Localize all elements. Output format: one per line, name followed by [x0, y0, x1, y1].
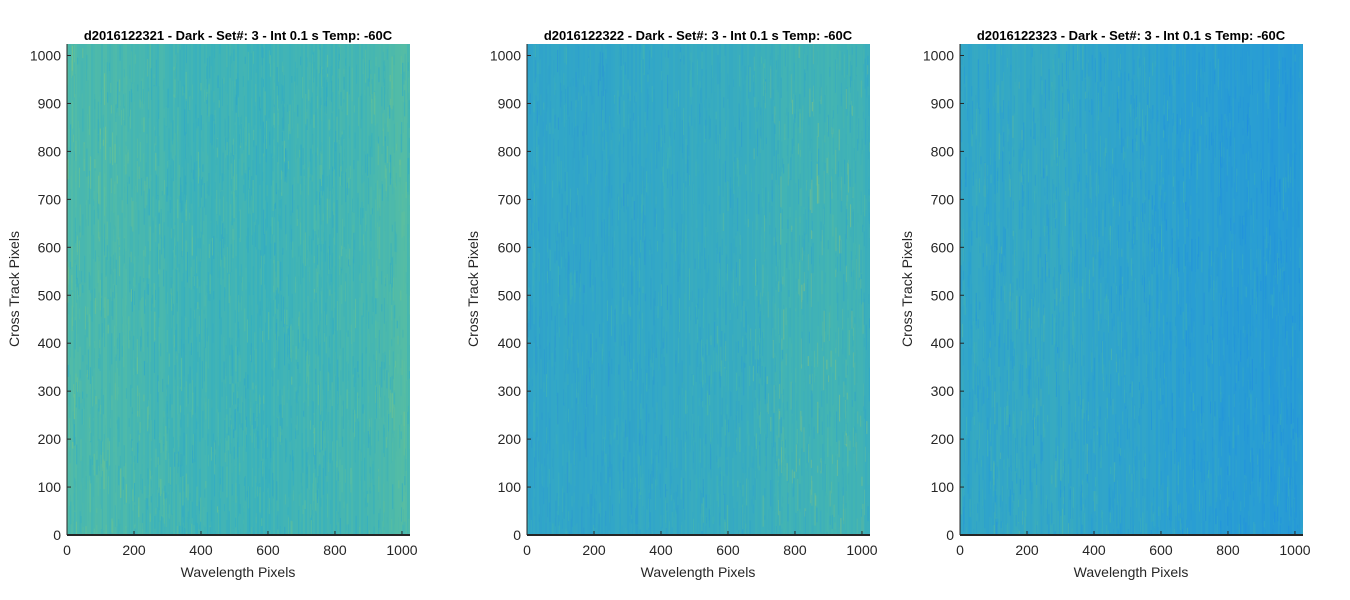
panel-2-x-axis-label: Wavelength Pixels	[641, 564, 756, 580]
y-tick-label: 100	[931, 479, 955, 495]
x-tick-label: 600	[1149, 542, 1173, 558]
panel-3-y-axis-label: Cross Track Pixels	[899, 231, 915, 347]
y-tick-label: 800	[38, 143, 62, 159]
y-tick-label: 400	[38, 335, 62, 351]
y-tick-label: 500	[38, 287, 62, 303]
y-tick-label: 700	[931, 191, 955, 207]
y-tick-label: 0	[53, 527, 61, 543]
x-tick-label: 1000	[1279, 542, 1310, 558]
y-tick-label: 0	[946, 527, 954, 543]
y-tick-label: 900	[38, 95, 62, 111]
panel-1-y-axis-label: Cross Track Pixels	[6, 231, 22, 347]
y-tick-label: 1000	[30, 48, 61, 64]
y-tick-label: 200	[931, 431, 955, 447]
heatmap-panel-3: d2016122323 - Dark - Set#: 3 - Int 0.1 s…	[899, 28, 1311, 580]
heatmap-panel-2: d2016122322 - Dark - Set#: 3 - Int 0.1 s…	[465, 28, 878, 580]
panel-1-title: d2016122321 - Dark - Set#: 3 - Int 0.1 s…	[84, 28, 393, 43]
y-tick-label: 600	[931, 239, 955, 255]
x-tick-label: 400	[189, 542, 213, 558]
x-tick-label: 600	[256, 542, 280, 558]
y-tick-label: 800	[931, 143, 955, 159]
y-tick-label: 400	[931, 335, 955, 351]
x-tick-label: 400	[1082, 542, 1106, 558]
panel-1-x-ticks: 0 200 400 600 800 1000	[63, 531, 418, 558]
y-tick-label: 700	[38, 191, 62, 207]
y-tick-label: 300	[931, 383, 955, 399]
y-tick-label: 200	[38, 431, 62, 447]
x-tick-label: 0	[63, 542, 71, 558]
panel-1-plot-area	[66, 44, 410, 536]
x-tick-label: 800	[1216, 542, 1240, 558]
y-tick-label: 300	[498, 383, 522, 399]
x-tick-label: 600	[716, 542, 740, 558]
x-tick-label: 0	[523, 542, 531, 558]
x-tick-label: 200	[582, 542, 606, 558]
x-tick-label: 0	[956, 542, 964, 558]
y-tick-label: 400	[498, 335, 522, 351]
y-tick-label: 900	[498, 95, 522, 111]
x-tick-label: 1000	[846, 542, 877, 558]
panel-2-y-ticks: 0 100 200 300 400 500 600 700 800 900 1000	[490, 48, 531, 543]
heatmap-panel-1: d2016122321 - Dark - Set#: 3 - Int 0.1 s…	[6, 28, 418, 580]
y-tick-label: 800	[498, 143, 522, 159]
panel-3-plot-area	[959, 44, 1303, 536]
y-tick-label: 600	[38, 239, 62, 255]
x-tick-label: 1000	[386, 542, 417, 558]
x-tick-label: 200	[1015, 542, 1039, 558]
y-tick-label: 500	[498, 287, 522, 303]
panel-1-x-axis-label: Wavelength Pixels	[181, 564, 296, 580]
x-tick-label: 400	[649, 542, 673, 558]
y-tick-label: 100	[498, 479, 522, 495]
panel-2-heatmap-image	[527, 44, 870, 535]
panel-3-x-ticks: 0 200 400 600 800 1000	[956, 531, 1311, 558]
y-tick-label: 1000	[923, 48, 954, 64]
x-tick-label: 200	[122, 542, 146, 558]
panel-1-heatmap-image	[67, 44, 410, 535]
y-tick-label: 1000	[490, 48, 521, 64]
y-tick-label: 600	[498, 239, 522, 255]
panel-3-heatmap-image	[960, 44, 1303, 535]
y-tick-label: 900	[931, 95, 955, 111]
y-tick-label: 700	[498, 191, 522, 207]
panel-3-x-axis-label: Wavelength Pixels	[1074, 564, 1189, 580]
panel-2-y-axis-label: Cross Track Pixels	[465, 231, 481, 347]
y-tick-label: 500	[931, 287, 955, 303]
y-tick-label: 200	[498, 431, 522, 447]
y-tick-label: 0	[513, 527, 521, 543]
x-tick-label: 800	[323, 542, 347, 558]
panel-3-y-ticks: 0 100 200 300 400 500 600 700 800 900 1000	[923, 48, 964, 543]
panel-2-title: d2016122322 - Dark - Set#: 3 - Int 0.1 s…	[544, 28, 853, 43]
panel-3-title: d2016122323 - Dark - Set#: 3 - Int 0.1 s…	[977, 28, 1286, 43]
y-tick-label: 300	[38, 383, 62, 399]
y-tick-label: 100	[38, 479, 62, 495]
panel-2-plot-area	[526, 44, 870, 536]
panel-2-x-ticks: 0 200 400 600 800 1000	[523, 531, 878, 558]
x-tick-label: 800	[783, 542, 807, 558]
panel-1-y-ticks: 0 100 200 300 400 500 600 700 800 900 1000	[30, 48, 71, 543]
